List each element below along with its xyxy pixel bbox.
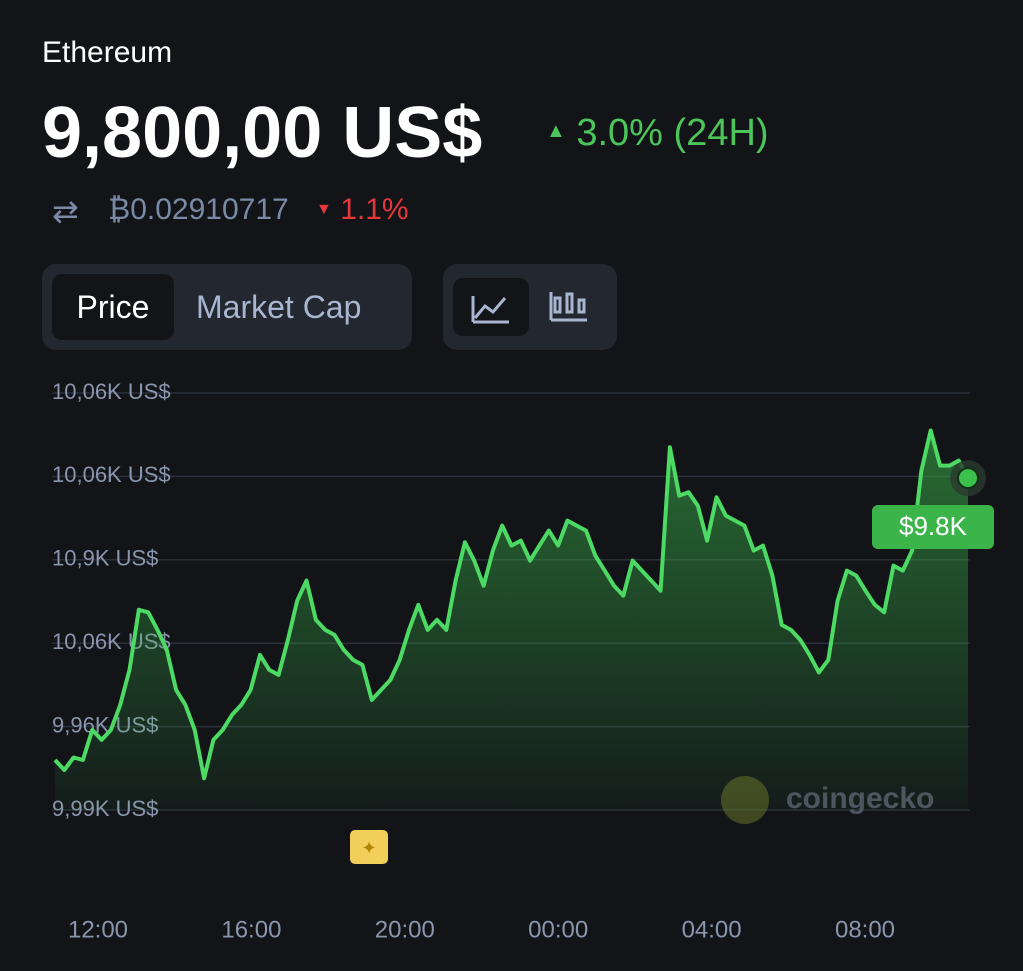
line-chart-button[interactable] [453, 278, 529, 336]
down-arrow: ▼ [316, 201, 332, 218]
x-axis-label: 16:00 [221, 916, 281, 943]
candle-chart-button[interactable] [543, 278, 603, 336]
current-label-bg [872, 505, 994, 549]
watermark: coingecko [786, 782, 934, 815]
swap-icon: ⇄ [52, 193, 79, 229]
up-arrow: ▲ [546, 120, 566, 142]
event-badge[interactable] [350, 830, 388, 864]
tab-market-cap[interactable]: Market Cap [196, 289, 362, 325]
event-icon: ✦ [361, 838, 376, 858]
x-axis-label: 20:00 [375, 916, 435, 943]
candle-icon [549, 292, 587, 322]
change: ▲ 3.0% (24H) [546, 112, 769, 155]
btc-change: ▼ 1.1% [316, 193, 409, 227]
y-axis-label: 10,06K US$ [52, 379, 171, 404]
x-axis-label: 12:00 [68, 916, 128, 943]
x-axis-label: 04:00 [682, 916, 742, 943]
tab-group: Price Market Cap [42, 264, 412, 350]
x-axis-label: 08:00 [835, 916, 895, 943]
btc-change-text: 1.1% [340, 193, 409, 226]
watermark-logo [721, 776, 769, 824]
price: 9,800,00 US$ [42, 93, 483, 173]
change-text: 3.0% (24H) [576, 112, 769, 154]
current-point [957, 467, 979, 490]
line-icon [471, 296, 509, 324]
x-axis-label: 00:00 [528, 916, 588, 943]
price-area [55, 430, 968, 810]
chart-type-group [443, 264, 617, 350]
current-label: $9.8K [899, 511, 968, 541]
tab-price[interactable]: Price [52, 274, 174, 340]
btc-price: ₿0.02910717 [108, 193, 289, 226]
y-axis-label: 10,9K US$ [52, 546, 158, 571]
price-line [53, 428, 970, 781]
y-axis-label: 10,06K US$ [52, 462, 171, 487]
coin-name: Ethereum [42, 36, 173, 69]
